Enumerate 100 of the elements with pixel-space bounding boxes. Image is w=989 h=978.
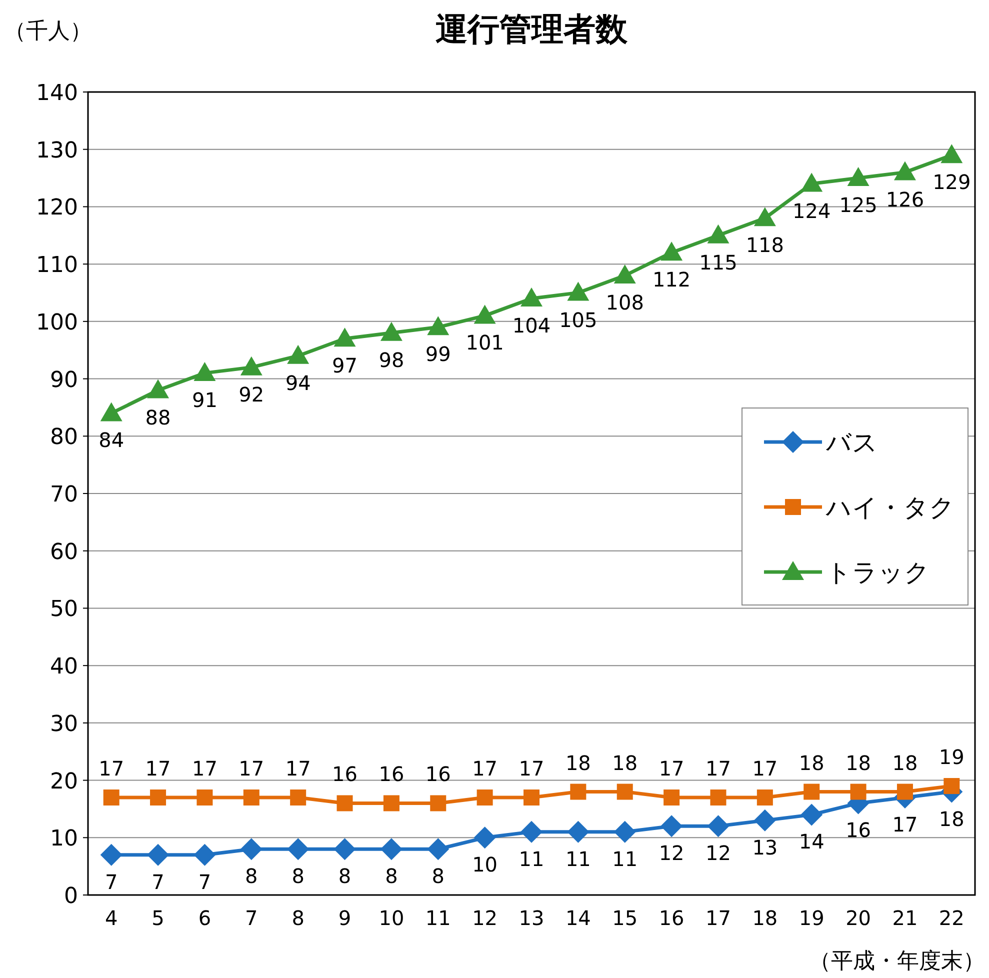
data-label: 16 <box>332 762 358 786</box>
data-label: 17 <box>892 812 918 836</box>
y-tick-label: 20 <box>50 769 78 794</box>
y-axis-title: （千人） <box>4 19 92 44</box>
x-tick-label: 9 <box>338 906 352 930</box>
point <box>147 844 170 866</box>
point <box>427 838 450 860</box>
point <box>336 795 353 812</box>
point <box>194 844 216 866</box>
point <box>800 804 823 826</box>
data-label: 104 <box>512 313 551 338</box>
y-tick-label: 100 <box>36 310 78 336</box>
y-tick-label: 40 <box>50 654 78 680</box>
point <box>334 328 356 347</box>
point <box>660 815 683 838</box>
y-tick-label: 60 <box>50 540 78 565</box>
point <box>894 161 916 180</box>
data-label: 17 <box>192 756 218 780</box>
data-label: 16 <box>378 762 404 786</box>
point <box>243 789 260 806</box>
point <box>707 224 730 244</box>
point <box>660 242 683 261</box>
data-label: 129 <box>932 170 971 194</box>
x-tick-label: 20 <box>846 906 872 930</box>
data-label: 10 <box>472 852 498 877</box>
x-tick-label: 7 <box>245 906 258 930</box>
point <box>850 784 866 800</box>
data-label: 11 <box>565 846 591 871</box>
x-tick-label: 4 <box>104 906 118 930</box>
point <box>240 838 262 860</box>
point <box>800 172 823 192</box>
point <box>334 838 356 860</box>
data-label: 8 <box>245 864 258 888</box>
point <box>150 789 166 806</box>
data-label: 18 <box>892 750 918 775</box>
data-label: 124 <box>792 198 831 223</box>
data-label: 18 <box>938 806 964 831</box>
point <box>383 795 400 812</box>
x-tick-label: 14 <box>565 906 591 930</box>
data-label: 8 <box>432 864 444 888</box>
data-label: 98 <box>378 348 404 372</box>
point <box>754 207 776 226</box>
data-label: 105 <box>559 308 598 332</box>
y-tick-label: 120 <box>36 196 78 221</box>
point <box>427 316 450 336</box>
data-label: 112 <box>652 268 691 292</box>
point <box>567 820 590 843</box>
point <box>524 789 540 806</box>
point <box>474 826 496 849</box>
x-tick-label: 8 <box>292 906 304 930</box>
y-tick-label: 80 <box>50 425 78 450</box>
y-tick-label: 130 <box>36 138 78 164</box>
data-label: 118 <box>746 233 784 258</box>
y-tick-label: 140 <box>36 81 78 106</box>
y-tick-label: 30 <box>50 712 78 737</box>
legend-label: ハイ・タク <box>825 493 955 522</box>
x-tick-label: 12 <box>472 906 498 930</box>
data-label: 16 <box>846 818 872 842</box>
data-label: 17 <box>238 756 264 780</box>
x-tick-label: 21 <box>892 906 918 930</box>
data-label: 17 <box>518 756 544 780</box>
point <box>240 356 262 376</box>
data-label: 94 <box>285 370 311 395</box>
y-tick-label: 50 <box>50 597 78 622</box>
x-tick-label: 18 <box>752 906 778 930</box>
data-label: 91 <box>192 388 218 412</box>
data-label: 12 <box>706 841 731 866</box>
y-tick-label: 110 <box>36 253 78 278</box>
data-label: 84 <box>98 428 124 452</box>
data-label: 115 <box>699 250 738 274</box>
x-tick-label: 22 <box>938 906 964 930</box>
x-tick-label: 16 <box>658 906 684 930</box>
point <box>290 789 306 806</box>
point <box>196 789 213 806</box>
data-label: 108 <box>606 290 644 315</box>
point <box>616 784 633 800</box>
y-tick-label: 10 <box>50 826 78 852</box>
data-label: 12 <box>658 841 684 866</box>
data-label: 17 <box>658 756 684 780</box>
point <box>103 789 120 806</box>
y-tick-label: 90 <box>50 368 78 393</box>
x-tick-label: 5 <box>152 906 164 930</box>
data-label: 14 <box>798 830 824 854</box>
point <box>707 815 730 838</box>
data-label: 7 <box>104 870 118 894</box>
point <box>896 784 913 800</box>
data-label: 88 <box>145 405 171 430</box>
x-tick-label: 11 <box>425 906 451 930</box>
data-label: 99 <box>425 342 451 366</box>
point <box>380 838 402 860</box>
point <box>664 789 680 806</box>
point <box>520 820 542 843</box>
x-tick-label: 6 <box>198 906 212 930</box>
data-label: 101 <box>466 330 504 355</box>
y-tick-label: 0 <box>64 884 78 909</box>
x-tick-label: 15 <box>612 906 638 930</box>
point <box>520 287 542 306</box>
point <box>476 789 493 806</box>
point <box>614 820 636 843</box>
x-axis-title: （平成・年度末） <box>809 949 985 974</box>
